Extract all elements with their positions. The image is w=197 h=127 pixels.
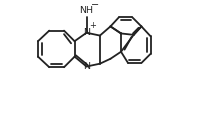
- Text: NH: NH: [80, 6, 94, 15]
- Text: N: N: [83, 62, 90, 71]
- Text: −: −: [91, 0, 99, 10]
- Text: +: +: [90, 21, 97, 30]
- Text: N: N: [83, 28, 90, 37]
